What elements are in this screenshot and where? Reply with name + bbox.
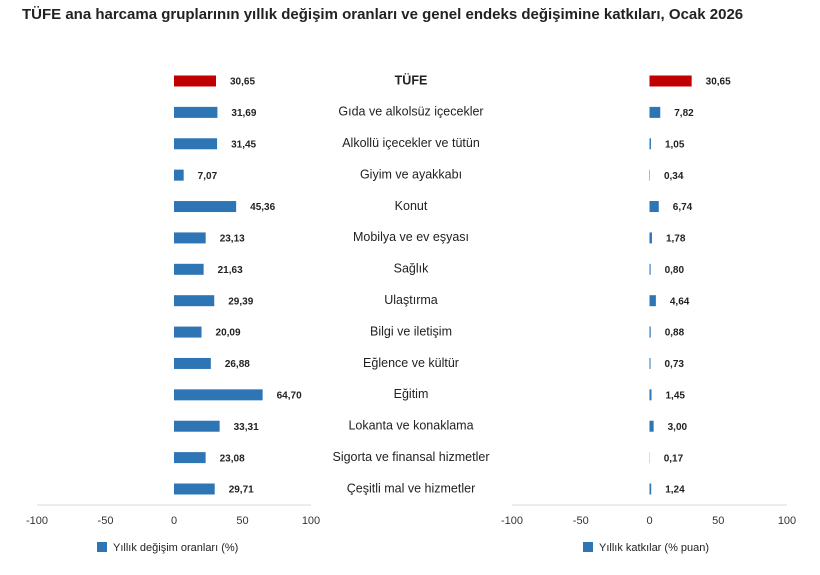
value-label: 1,78 [666, 234, 686, 245]
legend-label: Yıllık katkılar (% puan) [599, 542, 709, 554]
bar [649, 75, 692, 87]
bar [174, 483, 215, 495]
bar [649, 326, 651, 338]
bar [174, 232, 206, 244]
category-label: Eğlence ve kültür [363, 356, 459, 370]
value-label: 20,09 [216, 328, 241, 339]
x-tick-label: 50 [236, 515, 248, 527]
value-label: 4,64 [670, 296, 690, 307]
value-label: 1,05 [665, 139, 685, 150]
bar [174, 138, 218, 150]
bar [174, 357, 211, 369]
bar [649, 106, 661, 118]
category-label: Giyim ve ayakkabı [360, 167, 462, 181]
value-label: 21,63 [218, 265, 243, 276]
value-label: 45,36 [250, 202, 275, 213]
bar [174, 106, 218, 118]
value-label: 7,82 [674, 108, 694, 119]
bar [649, 201, 659, 213]
bar [649, 295, 656, 307]
value-label: 26,88 [225, 359, 250, 370]
bar [174, 389, 263, 401]
bar [174, 326, 202, 338]
bar [174, 169, 184, 181]
x-tick-label: 0 [646, 515, 652, 527]
bar [649, 483, 652, 495]
value-label: 0,73 [665, 359, 685, 370]
bar [649, 232, 652, 244]
bar [174, 295, 215, 307]
value-label: 1,24 [665, 485, 685, 496]
value-label: 0,17 [664, 453, 684, 464]
category-label: Lokanta ve konaklama [348, 419, 473, 433]
x-tick-label: 100 [302, 515, 320, 527]
x-tick-label: -100 [26, 515, 48, 527]
value-label: 23,13 [220, 234, 245, 245]
value-label: 64,70 [277, 390, 302, 401]
x-tick-label: 100 [778, 515, 796, 527]
title: TÜFE ana harcama gruplarının yıllık deği… [22, 6, 743, 23]
x-tick-label: 0 [171, 515, 177, 527]
category-label: Eğitim [394, 387, 429, 401]
value-label: 1,45 [665, 390, 685, 401]
value-label: 30,65 [230, 77, 255, 88]
bar [174, 75, 216, 87]
x-tick-label: 50 [712, 515, 724, 527]
value-label: 29,71 [229, 485, 254, 496]
category-label: Gıda ve alkolsüz içecekler [338, 105, 483, 119]
bar [649, 389, 652, 401]
bar [649, 263, 651, 275]
legend-swatch [583, 542, 593, 552]
value-label: 31,45 [231, 139, 256, 150]
value-label: 33,31 [234, 422, 259, 433]
bar [174, 201, 237, 213]
category-label: Mobilya ve ev eşyası [353, 230, 469, 244]
value-label: 7,07 [198, 171, 218, 182]
value-label: 0,80 [665, 265, 685, 276]
legend-label: Yıllık değişim oranları (%) [113, 542, 238, 554]
category-label: Ulaştırma [384, 293, 438, 307]
bar [174, 420, 220, 432]
bar [649, 420, 654, 432]
category-label: Sigorta ve finansal hizmetler [332, 450, 489, 464]
bar [174, 452, 206, 464]
value-label: 29,39 [228, 296, 253, 307]
category-label: Konut [395, 199, 428, 213]
category-label: Çeşitli mal ve hizmetler [347, 481, 476, 495]
value-label: 3,00 [668, 422, 688, 433]
legend-swatch [97, 542, 107, 552]
bar [649, 138, 651, 150]
value-label: 31,69 [231, 108, 256, 119]
category-label: Sağlık [394, 262, 429, 276]
value-label: 0,88 [665, 328, 685, 339]
category-label: Bilgi ve iletişim [370, 324, 452, 338]
x-tick-label: -50 [98, 515, 114, 527]
x-tick-label: -100 [501, 515, 523, 527]
bar [174, 263, 204, 275]
category-label: Alkollü içecekler ve tütün [342, 136, 480, 150]
category-label: TÜFE [395, 72, 428, 87]
value-label: 0,34 [664, 171, 684, 182]
x-tick-label: -50 [573, 515, 589, 527]
value-label: 23,08 [220, 453, 245, 464]
value-label: 30,65 [706, 77, 731, 88]
value-label: 6,74 [673, 202, 693, 213]
bar [649, 357, 651, 369]
